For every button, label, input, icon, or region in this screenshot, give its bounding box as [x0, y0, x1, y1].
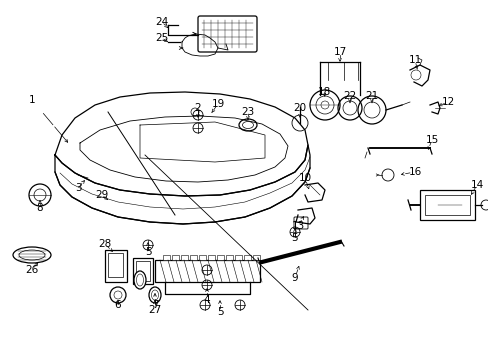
Text: 29: 29 [95, 190, 108, 200]
Text: 12: 12 [441, 97, 454, 107]
Text: 14: 14 [469, 180, 483, 190]
Text: 2: 2 [194, 103, 201, 113]
FancyBboxPatch shape [293, 217, 307, 229]
Text: 20: 20 [293, 103, 306, 113]
Text: 26: 26 [25, 265, 39, 275]
Ellipse shape [136, 274, 143, 286]
Text: 23: 23 [241, 107, 254, 117]
Bar [244, 255, 250, 260]
Text: 27: 27 [148, 305, 162, 315]
Text: 7: 7 [151, 300, 158, 310]
Bar [155, 260, 260, 282]
Text: 24: 24 [155, 17, 168, 27]
Text: 17: 17 [333, 47, 346, 57]
Text: 5: 5 [291, 233, 298, 243]
Ellipse shape [134, 271, 146, 289]
Bar [424, 195, 469, 215]
Ellipse shape [239, 119, 257, 131]
Text: 6: 6 [115, 300, 121, 310]
Text: 9: 9 [291, 273, 298, 283]
Text: 25: 25 [155, 33, 168, 43]
Text: 22: 22 [343, 91, 356, 101]
Bar [235, 255, 242, 260]
Text: 15: 15 [425, 135, 438, 145]
Text: 8: 8 [37, 203, 43, 213]
Bar [133, 258, 153, 284]
Bar [172, 255, 179, 260]
Bar [105, 250, 127, 282]
Bar [108, 253, 123, 277]
FancyBboxPatch shape [198, 16, 257, 52]
Ellipse shape [13, 247, 51, 263]
Text: 16: 16 [407, 167, 421, 177]
Bar [136, 261, 150, 281]
Ellipse shape [149, 287, 161, 303]
Text: 11: 11 [407, 55, 421, 65]
Bar [163, 255, 170, 260]
Text: 19: 19 [211, 99, 224, 109]
Bar [207, 255, 215, 260]
Ellipse shape [19, 250, 45, 260]
Bar [225, 255, 232, 260]
Bar [217, 255, 224, 260]
Text: 4: 4 [203, 295, 210, 305]
Text: 3: 3 [75, 183, 81, 193]
Bar [419, 190, 474, 220]
Bar [190, 255, 197, 260]
Bar [199, 255, 205, 260]
Text: 21: 21 [365, 91, 378, 101]
Bar [181, 255, 187, 260]
Text: 5: 5 [216, 307, 223, 317]
Text: 5: 5 [144, 247, 151, 257]
Bar [252, 255, 260, 260]
Text: 28: 28 [98, 239, 111, 249]
Text: 1: 1 [29, 95, 35, 105]
Text: 18: 18 [317, 87, 330, 97]
Text: 13: 13 [291, 221, 304, 231]
Ellipse shape [242, 122, 253, 129]
Ellipse shape [151, 290, 158, 300]
Text: 10: 10 [298, 173, 311, 183]
